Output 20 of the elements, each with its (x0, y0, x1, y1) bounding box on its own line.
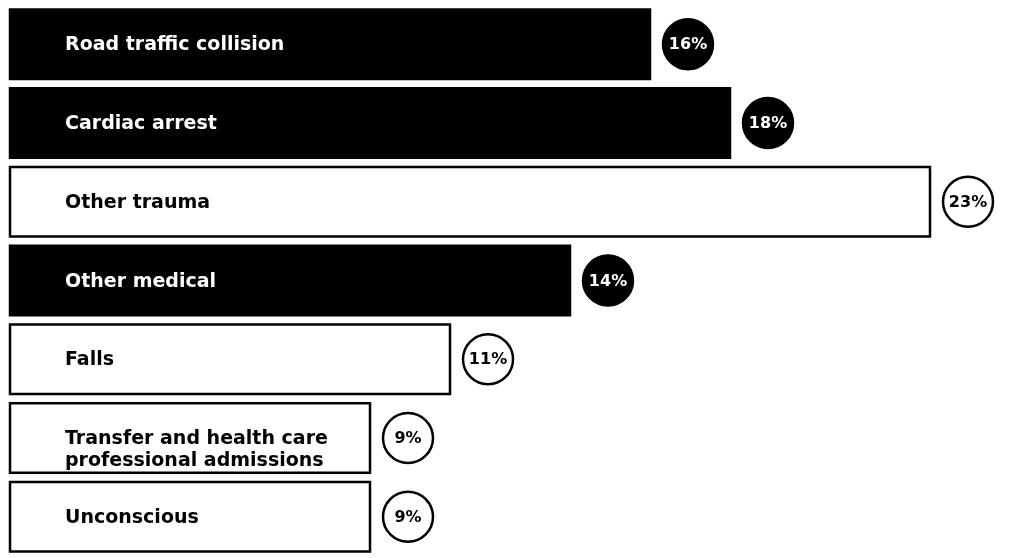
data-label: 14% (588, 270, 628, 290)
y-tick-label: Falls (65, 347, 115, 370)
bar (8, 8, 652, 81)
data-label: 18% (748, 112, 788, 132)
bar (8, 244, 572, 317)
bar (8, 480, 372, 553)
data-label: 16% (668, 34, 708, 54)
bar (8, 165, 932, 238)
data-label: 9% (394, 428, 422, 448)
data-label: 23% (948, 191, 988, 211)
y-tick-label: Cardiac arrest (65, 110, 217, 133)
y-tick-label: Unconscious (65, 504, 199, 527)
y-tick-label: Other trauma (65, 189, 211, 212)
y-tick-label: Other medical (65, 268, 217, 291)
data-label: 9% (394, 506, 422, 526)
y-tick-label: Transfer and health care professional admissions (65, 426, 328, 471)
bar (8, 87, 732, 159)
y-tick-label: Road traffic collision (65, 32, 285, 55)
data-label: 11% (468, 349, 508, 369)
bar (8, 323, 452, 396)
